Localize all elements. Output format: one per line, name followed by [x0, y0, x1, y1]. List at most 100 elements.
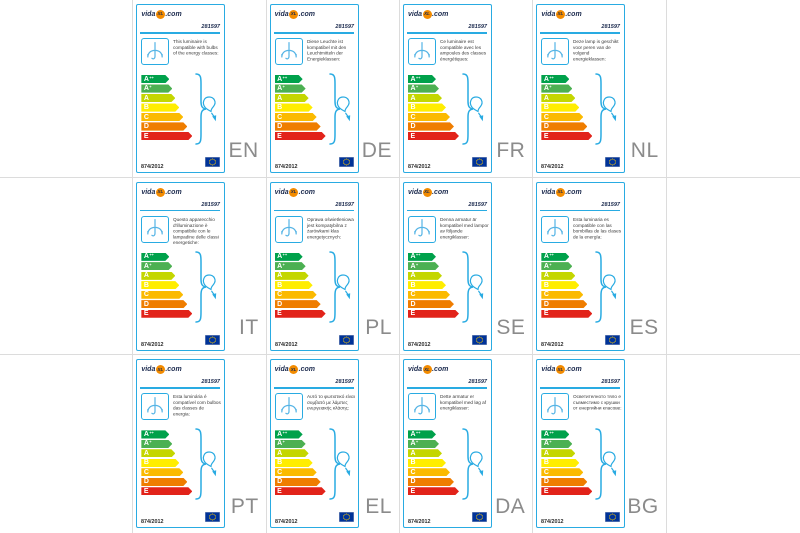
energy-class-sup: +	[282, 439, 285, 445]
product-number: 281597	[201, 378, 221, 385]
energy-class-arrow: A +	[408, 84, 439, 92]
energy-class-arrow: A	[408, 272, 442, 280]
logo-text-vida: vida	[274, 188, 289, 196]
logo-xl-badge-icon: XL	[155, 10, 165, 19]
eu-flag-icon	[605, 157, 621, 167]
bulb-icon	[336, 274, 350, 299]
energy-class-arrow: D	[275, 478, 321, 486]
product-number: 281597	[201, 23, 221, 30]
regulation-number: 874/2012	[541, 163, 564, 169]
energy-class-letter: A	[277, 272, 283, 280]
logo-text-xl: XL	[424, 188, 430, 194]
energy-class-letter: A	[543, 440, 549, 448]
compatibility-text: Αυτό το φωτιστικό είναι συμβατό με λάμπε…	[306, 394, 355, 411]
eu-flag-icon	[205, 157, 221, 167]
chandelier-icon	[414, 396, 430, 415]
divider-line	[140, 209, 221, 212]
energy-class-sup: ++	[282, 429, 288, 435]
energy-class-arrow: A	[408, 94, 442, 102]
logo-xl-badge-icon: XL	[289, 10, 299, 19]
energy-label-card: vida XL .com 281597 Oprawa oświetleniowa…	[269, 181, 359, 351]
energy-class-letter: A	[277, 85, 283, 93]
energy-class-letter: A	[277, 449, 283, 457]
energy-class-letter: D	[410, 300, 416, 308]
compatibility-text: Oprawa oświetleniowa jest kompatybilna z…	[306, 216, 354, 239]
energy-class-sup: +	[549, 84, 552, 90]
regulation-number: 874/2012	[141, 340, 164, 347]
logo-text-xl: XL	[157, 366, 164, 372]
energy-class-letter: D	[543, 123, 549, 131]
divider-line	[406, 387, 487, 389]
logo-text-com: .com	[565, 11, 582, 18]
energy-class-letter: C	[143, 291, 149, 299]
energy-class-arrow: B	[408, 103, 446, 111]
energy-class-letter: A	[143, 449, 149, 457]
energy-label-card: vida XL .com 281597 Denna armatur är kom…	[402, 181, 492, 351]
product-number: 281597	[468, 200, 487, 207]
logo-text-xl: XL	[290, 188, 297, 194]
chandelier-icon-box	[407, 393, 436, 421]
logo-text-xl: XL	[557, 188, 564, 194]
chandelier-icon	[280, 396, 297, 415]
energy-class-arrow: D	[141, 300, 187, 308]
energy-class-arrow: C	[541, 113, 583, 121]
energy-class-sup: +	[282, 261, 285, 267]
logo-text-com: .com	[432, 11, 449, 18]
energy-class-letter: B	[410, 459, 416, 467]
regulation-number: 874/2012	[141, 163, 164, 169]
empty-grid-cell	[0, 177, 134, 356]
energy-class-letter: B	[277, 459, 283, 467]
language-code: SE	[496, 316, 526, 340]
energy-class-letter: A	[543, 272, 549, 280]
energy-class-sup: +	[549, 261, 552, 267]
energy-class-letter: A	[277, 94, 283, 102]
energy-class-arrow: A	[275, 272, 309, 280]
energy-class-letter: A	[277, 440, 283, 448]
energy-class-arrow: E	[275, 310, 326, 318]
energy-class-letter: B	[277, 104, 283, 112]
energy-class-sup: +	[282, 84, 285, 90]
energy-class-arrows: A ++ A + A B C D E	[141, 253, 192, 318]
regulation-number: 874/2012	[541, 340, 564, 347]
logo-text-vida: vida	[407, 11, 422, 18]
eu-flag-icon	[338, 512, 354, 523]
divider-line	[406, 209, 487, 212]
chandelier-icon	[547, 396, 564, 415]
energy-class-letter: B	[410, 104, 416, 112]
energy-class-letter: C	[277, 468, 283, 476]
grid-cell: vida XL .com 281597 Ce luminaire est com…	[399, 0, 534, 178]
energy-class-arrow: A ++	[408, 253, 436, 261]
eu-flag-icon	[605, 334, 621, 345]
logo-xl-badge-icon: XL	[422, 10, 432, 19]
energy-label-card: vida XL .com 281597 Questo apparecchio d…	[136, 181, 226, 351]
energy-class-letter: E	[543, 310, 549, 318]
empty-grid-cell	[666, 178, 800, 356]
energy-class-letter: A	[543, 430, 549, 438]
vidaxl-logo: vida XL .com	[141, 10, 182, 19]
energy-class-arrow: B	[275, 281, 313, 289]
energy-class-arrow: B	[408, 281, 446, 289]
energy-class-arrow: A ++	[275, 430, 303, 438]
language-code: IT	[238, 316, 259, 340]
product-number: 281597	[335, 378, 354, 385]
energy-class-letter: A	[410, 75, 416, 83]
energy-class-letter: A	[143, 272, 149, 280]
bulb-icon	[203, 451, 217, 477]
energy-class-letter: C	[410, 291, 416, 299]
energy-class-arrow: A ++	[541, 75, 569, 83]
vidaxl-logo: vida XL .com	[408, 187, 448, 197]
energy-class-letter: D	[143, 300, 149, 308]
bulb-icon	[469, 96, 484, 122]
energy-class-letter: C	[143, 113, 149, 121]
energy-class-arrow: A	[408, 449, 442, 457]
eu-flag-icon	[471, 512, 487, 523]
chandelier-icon-box	[407, 38, 436, 65]
logo-text-xl: XL	[557, 366, 564, 372]
energy-class-arrow: E	[541, 132, 592, 140]
language-code: DE	[361, 138, 392, 162]
energy-class-arrow: C	[408, 468, 450, 476]
energy-class-arrow: B	[541, 459, 579, 467]
vidaxl-logo: vida XL .com	[408, 10, 448, 19]
compatibility-text: Diese Leuchte ist kompatibel mit den Leu…	[306, 39, 346, 62]
